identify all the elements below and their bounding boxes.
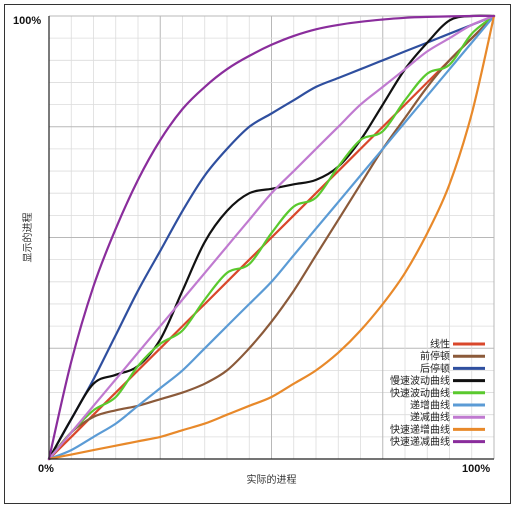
x-tick-label-max: 100% bbox=[462, 463, 490, 475]
legend-label: 快速递增曲线 bbox=[390, 423, 450, 436]
legend-label: 慢速波动曲线 bbox=[390, 374, 450, 387]
chart-frame: 100% 0% 100% 实际的进程 显示的进程 线性 前停顿 后停顿 慢速波动曲线 快速波动曲… bbox=[4, 4, 511, 504]
legend-label: 快速递减曲线 bbox=[390, 435, 450, 448]
series-line-9 bbox=[47, 14, 496, 461]
series-line-1 bbox=[47, 14, 496, 461]
series-line-2 bbox=[47, 14, 496, 461]
legend-label: 递增曲线 bbox=[410, 399, 450, 412]
series-line-3 bbox=[47, 14, 496, 461]
series-line-6 bbox=[47, 14, 496, 461]
progress-curves-chart: 100% 0% 100% 实际的进程 显示的进程 线性前停顿后停顿慢速波动曲线快速波动曲… bbox=[13, 14, 496, 486]
series-line-5 bbox=[47, 14, 496, 461]
series-line-8 bbox=[47, 14, 496, 461]
grid bbox=[48, 15, 495, 460]
legend-label: 线性 bbox=[430, 338, 450, 351]
axes: 100% 0% 100% 实际的进程 显示的进程 bbox=[13, 15, 494, 486]
series-line-7 bbox=[47, 14, 496, 461]
x-axis-label: 实际的进程 bbox=[247, 473, 297, 486]
y-tick-label-max: 100% bbox=[13, 15, 41, 27]
legend-label: 快速波动曲线 bbox=[390, 386, 450, 399]
x-tick-label-min: 0% bbox=[38, 463, 54, 475]
legend-label: 后停顿 bbox=[420, 362, 450, 375]
series-lines bbox=[47, 14, 496, 461]
legend-label: 递减曲线 bbox=[410, 411, 450, 424]
legend-label: 前停顿 bbox=[420, 350, 450, 363]
y-axis-label: 显示的进程 bbox=[21, 213, 34, 263]
